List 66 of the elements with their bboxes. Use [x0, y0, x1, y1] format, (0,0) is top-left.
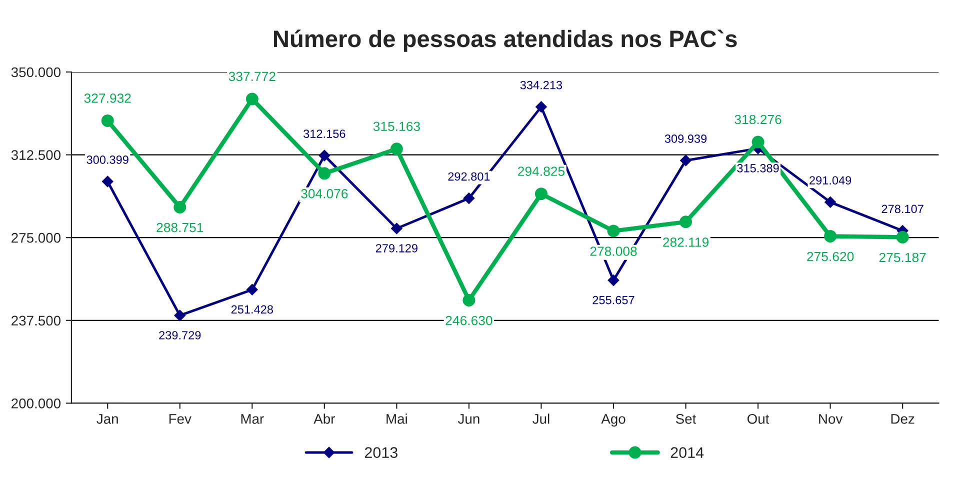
point	[463, 192, 475, 204]
y-tick-label: 312.500	[11, 150, 61, 160]
point	[390, 142, 403, 156]
data-label: 239.729	[159, 331, 201, 340]
data-label: 292.801	[448, 172, 490, 181]
data-label: 315.389	[737, 164, 779, 172]
x-tick-label: Jul	[532, 414, 550, 424]
data-label: 288.751	[156, 222, 204, 232]
point	[246, 92, 258, 106]
point	[174, 200, 186, 214]
data-label: 251.428	[231, 305, 273, 314]
data-label: 304.076	[301, 189, 348, 198]
point	[462, 294, 476, 306]
point	[752, 136, 764, 148]
point	[101, 114, 114, 127]
data-label: 255.657	[592, 296, 634, 304]
point	[318, 167, 331, 180]
data-label: 246.630	[446, 316, 492, 326]
point	[608, 274, 620, 286]
data-label: 334.213	[520, 80, 562, 90]
x-tick-label: Jun	[458, 414, 480, 424]
x-tick-label: Nov	[819, 414, 843, 424]
x-tick-label: Set	[676, 414, 696, 424]
point	[536, 101, 547, 112]
chart-title: Número de pessoas atendidas nos PAC`s	[274, 30, 737, 52]
point	[680, 154, 692, 166]
data-label: 291.049	[810, 176, 852, 185]
data-label: 300.399	[86, 156, 128, 164]
point	[896, 230, 909, 244]
data-label: 312.156	[304, 130, 346, 138]
x-tick-label: Mai	[386, 414, 407, 424]
legend-label: 2014	[670, 447, 704, 458]
point	[391, 222, 402, 234]
x-tick-label: Jan	[96, 414, 118, 424]
x-tick-label: Dez	[891, 414, 914, 424]
x-tick-label: Fev	[169, 414, 192, 424]
point	[174, 310, 186, 322]
point	[318, 150, 330, 162]
data-label: 318.276	[734, 114, 782, 124]
point	[607, 224, 620, 238]
x-tick-label: Abr	[314, 414, 335, 424]
y-tick-label: 200.000	[12, 398, 61, 408]
data-label: 275.187	[879, 252, 926, 262]
data-label: 315.163	[373, 122, 420, 132]
x-tick-label: Mar	[241, 414, 264, 424]
data-label: 309.939	[664, 134, 707, 143]
point	[680, 216, 692, 228]
point	[102, 176, 114, 188]
y-tick-label: 237.500	[12, 316, 61, 326]
legend-label: 2013	[364, 447, 398, 458]
point	[824, 230, 837, 242]
data-label: 327.932	[84, 93, 131, 103]
point	[246, 284, 258, 296]
y-tick-label: 275.000	[12, 232, 61, 243]
data-label: 294.825	[518, 166, 565, 176]
data-label: 278.008	[590, 246, 637, 256]
x-tick-label: Out	[747, 414, 770, 424]
data-label: 275.620	[807, 252, 854, 262]
data-label: 282.119	[663, 238, 708, 247]
data-label: 279.129	[376, 244, 418, 252]
y-tick-label: 350.000	[11, 67, 61, 78]
point	[534, 188, 548, 200]
point	[824, 196, 836, 208]
x-tick-label: Ago	[601, 414, 626, 427]
data-label: 337.772	[228, 72, 276, 82]
data-label: 278.107	[882, 204, 924, 214]
